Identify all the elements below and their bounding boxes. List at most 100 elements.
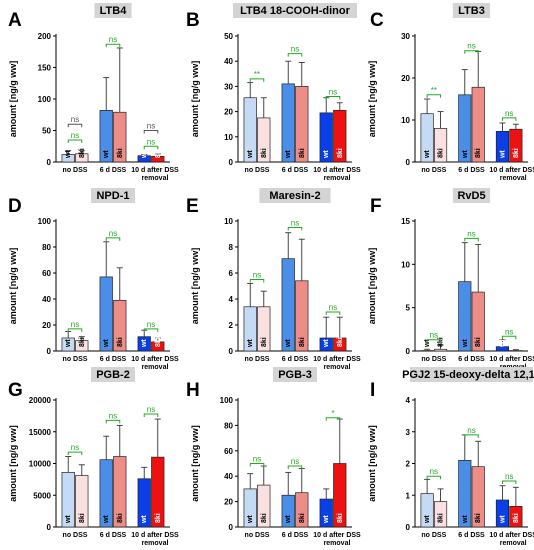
significance-bracket: [325, 95, 341, 100]
y-axis-label: amount [ng/g ww]: [8, 425, 18, 502]
significance-bracket: [249, 279, 265, 283]
series-label: wt: [323, 339, 330, 348]
chart-title: LTB4: [100, 5, 128, 17]
series-label: 8ki: [261, 148, 268, 158]
y-tick-label: 50: [224, 32, 233, 41]
series-label: wt: [141, 515, 148, 524]
y-tick-label: 80: [224, 421, 233, 430]
significance-label: ns: [71, 443, 79, 452]
significance-label: ns: [71, 320, 79, 329]
y-tick-label: 0: [47, 523, 52, 532]
y-tick-label: 0: [406, 523, 411, 532]
significance-label: ns: [71, 131, 79, 140]
significance-bracket: [501, 335, 517, 340]
significance-label: ns: [467, 426, 475, 435]
significance-bracket: [464, 434, 479, 438]
significance-bracket: [287, 53, 303, 57]
panel-letter: A: [8, 10, 22, 31]
y-tick-label: 60: [42, 269, 51, 278]
x-tick-label: 6 d DSS: [100, 532, 127, 539]
panel-a: A LTB4 amount [ng/g ww] 0 50 100 150 200 wt 8ki no…: [8, 3, 179, 182]
significance-label: ns: [467, 229, 475, 238]
x-tick-label: no DSS: [63, 356, 88, 363]
chart-title: PGJ2 15-deoxy-delta 12,14: [402, 369, 534, 381]
significance-label: ns: [291, 219, 299, 228]
y-tick-label: 80: [42, 243, 51, 252]
x-tick-label-line: 10 d after DSS: [489, 356, 534, 363]
significance-label: ns: [505, 327, 513, 336]
series-label: 8ki: [513, 513, 520, 523]
y-tick-label: 10: [224, 217, 233, 226]
x-tick-label: 6 d DSS: [458, 532, 485, 539]
series-label: 8ki: [79, 513, 86, 523]
x-tick-label-line: removal: [324, 540, 351, 547]
significance-bracket: [287, 227, 303, 231]
series-label: 8ki: [155, 513, 162, 523]
y-tick-label: 6: [229, 269, 234, 278]
x-tick-label: 6 d DSS: [100, 356, 127, 363]
y-tick-label: 15: [401, 217, 410, 226]
significance-label: ns: [147, 122, 155, 131]
y-tick-label: 100: [220, 396, 234, 405]
series-label: wt: [285, 515, 292, 524]
chart-title: PGB-3: [278, 369, 312, 381]
chart-title-bg: [452, 188, 491, 203]
y-tick-label: 10: [401, 260, 410, 269]
y-tick-label: 100: [38, 95, 52, 104]
panel-b: B LTB4 18-COOH-dinor amount [ng/g ww] 0 10 20…: [186, 3, 361, 182]
series-label: wt: [499, 515, 506, 524]
y-tick-label: 40: [224, 472, 233, 481]
significance-label: ns: [109, 35, 117, 44]
significance-bracket: [464, 237, 479, 242]
series-label: 8ki: [337, 337, 344, 347]
x-tick-label-line: 10 d after DSS: [313, 356, 361, 363]
series-label: wt: [247, 339, 254, 348]
significance-bracket: [426, 475, 442, 480]
y-tick-label: 30: [401, 32, 410, 41]
y-tick-label: 0: [47, 158, 52, 167]
y-tick-label: 4: [406, 396, 411, 405]
x-tick-label: no DSS: [421, 356, 446, 363]
chart-title-bg: [273, 367, 317, 382]
series-label: 8ki: [117, 148, 124, 158]
x-tick-label-line: removal: [142, 364, 169, 371]
panel-letter: D: [8, 196, 22, 217]
series-label: wt: [462, 339, 469, 348]
series-label: 8ki: [117, 513, 124, 523]
significance-label: ns: [253, 271, 261, 280]
y-tick-label: 40: [224, 57, 233, 66]
series-label: 8ki: [155, 148, 162, 158]
series-label: 8ki: [261, 513, 268, 523]
y-tick-label: 10: [224, 133, 233, 142]
series-label: wt: [65, 515, 72, 524]
significance-label: ns: [467, 42, 475, 51]
y-tick-label: 100: [38, 217, 52, 226]
x-tick-label: no DSS: [245, 356, 270, 363]
significance-bracket: [67, 451, 83, 456]
significance-bracket: [249, 463, 265, 467]
series-label: wt: [103, 339, 110, 348]
y-tick-label: 20: [42, 321, 51, 330]
significance-bracket: [287, 465, 303, 470]
chart-title: LTB4 18-COOH-dinor: [240, 5, 351, 17]
x-tick-label-line: 10 d after DSS: [131, 356, 179, 363]
series-label: wt: [103, 150, 110, 159]
series-label: wt: [424, 339, 431, 348]
y-tick-label: 20: [224, 498, 233, 507]
series-label: wt: [247, 515, 254, 524]
series-label: wt: [462, 515, 469, 524]
chart-title-bg: [410, 367, 533, 382]
y-axis-label: amount [ng/g ww]: [8, 248, 18, 325]
significance-bracket: [105, 419, 121, 424]
chart-title-bg: [452, 3, 491, 18]
y-tick-label: 0: [406, 347, 411, 356]
significance-label: ns: [147, 137, 155, 146]
panel-letter: B: [186, 10, 200, 31]
panel-i: I PGJ2 15-deoxy-delta 12,14 amount [ng/g w…: [367, 367, 534, 547]
significance-bracket: [143, 145, 159, 150]
series-label: wt: [65, 339, 72, 348]
